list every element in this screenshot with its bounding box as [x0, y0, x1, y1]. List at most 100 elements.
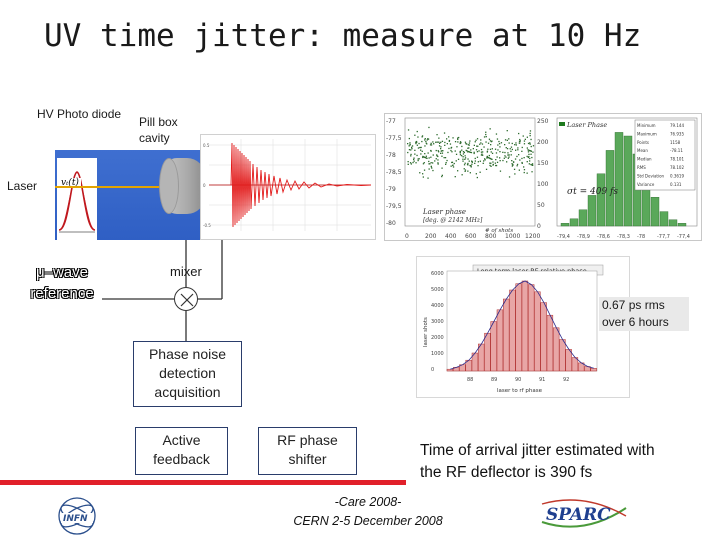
- scatter-point: [454, 176, 456, 178]
- scatter-point: [515, 142, 517, 144]
- scatter-point: [483, 136, 486, 138]
- scatter-point: [452, 137, 454, 139]
- scatter-point: [519, 140, 521, 142]
- pulse-panel: [57, 158, 97, 240]
- scatter-point: [428, 163, 430, 165]
- scatter-y-tick: -78: [386, 152, 396, 159]
- scatter-point: [526, 155, 528, 158]
- scatter-point: [495, 152, 498, 154]
- scatter-point: [515, 149, 517, 151]
- scatter-point: [455, 160, 457, 162]
- scatter-point: [508, 156, 510, 158]
- scatter-point: [530, 150, 532, 152]
- scatter-point: [441, 175, 443, 178]
- rms-note: 0.67 ps rms over 6 hours: [599, 297, 689, 331]
- scatter-point: [528, 149, 530, 151]
- hist-bar: [659, 211, 669, 227]
- stat-value: 78.102: [670, 165, 684, 170]
- scatter-point: [495, 164, 498, 167]
- scatter-point: [480, 142, 482, 144]
- scatter-point: [435, 158, 437, 160]
- scatter-point: [468, 147, 470, 149]
- scatter-point: [417, 147, 420, 149]
- scatter-point: [531, 171, 533, 173]
- scatter-point: [498, 143, 501, 145]
- scatter-point: [492, 161, 494, 163]
- histogram-bar: [496, 309, 504, 372]
- scatter-point: [481, 143, 484, 145]
- scatter-point: [432, 141, 434, 143]
- hist-y-tick: 0: [537, 223, 541, 230]
- scatter-point: [444, 141, 446, 144]
- scatter-point: [415, 140, 418, 143]
- scatter-point: [489, 164, 491, 167]
- arrival-jitter-text: Time of arrival jitter estimated with th…: [420, 442, 655, 481]
- scatter-point: [474, 141, 476, 143]
- scatter-point: [523, 171, 525, 174]
- scatter-point: [490, 162, 492, 164]
- scatter-point: [475, 173, 477, 175]
- scatter-point: [426, 139, 428, 141]
- scatter-point: [469, 172, 471, 174]
- scatter-point: [421, 136, 423, 138]
- scatter-point: [424, 153, 426, 155]
- svg-text:SPARC: SPARC: [546, 505, 611, 525]
- scatter-point: [464, 162, 466, 164]
- scatter-point: [511, 142, 513, 145]
- scatter-point: [417, 158, 419, 160]
- infn-logo: INFN: [52, 494, 102, 538]
- vt-label: vₜ(t): [59, 178, 81, 188]
- scatter-point: [441, 155, 443, 157]
- scatter-point: [464, 157, 467, 159]
- scatter-point: [517, 147, 519, 149]
- scatter-point: [419, 146, 421, 149]
- scatter-point: [467, 151, 469, 153]
- hist-y-tick: 150: [537, 160, 549, 167]
- scatter-point: [490, 165, 492, 167]
- scatter-point: [459, 152, 461, 154]
- scatter-point: [506, 148, 509, 150]
- scatter-point: [523, 169, 526, 171]
- scatter-point: [482, 154, 484, 156]
- scatter-point: [422, 163, 425, 165]
- svg-text:0.5: 0.5: [203, 143, 210, 148]
- scatter-point: [488, 154, 490, 157]
- stat-value: 79.144: [670, 123, 684, 128]
- scatter-point: [413, 158, 415, 161]
- scatter-point: [508, 138, 510, 140]
- histogram-bar: [559, 339, 566, 372]
- stat-name: Maximum: [637, 131, 657, 136]
- scatter-point: [422, 176, 424, 178]
- scatter-point: [527, 151, 530, 153]
- scatter-point: [436, 141, 438, 143]
- scatter-point: [503, 157, 505, 159]
- hist-legend: Laser Phase: [566, 121, 607, 129]
- scatter-point: [423, 156, 426, 158]
- scatter-point: [485, 141, 487, 143]
- scatter-point: [489, 128, 491, 130]
- svg-text:INFN: INFN: [63, 514, 88, 524]
- scatter-point: [451, 151, 453, 153]
- scatter-point: [489, 162, 491, 164]
- scatter-point: [421, 150, 423, 152]
- hist-x-tick: -78,9: [577, 234, 590, 240]
- scatter-point: [505, 156, 507, 158]
- scatter-point: [490, 158, 492, 160]
- scatter-point: [485, 136, 487, 138]
- scatter-point: [530, 145, 532, 148]
- setup-diagram: vₜ(t): [55, 150, 205, 240]
- scatter-point: [467, 164, 469, 166]
- scatter-point: [457, 141, 459, 143]
- scatter-x-tick: 600: [465, 233, 477, 240]
- scatter-point: [523, 140, 526, 142]
- scatter-point: [530, 138, 532, 141]
- scatter-point: [462, 156, 464, 158]
- scatter-point: [435, 149, 437, 152]
- scatter-point: [491, 158, 493, 160]
- hist-bar: [668, 219, 678, 227]
- scatter-point: [518, 169, 520, 171]
- scatter-point: [440, 148, 442, 150]
- hist-x-tick: -79,4: [557, 234, 570, 240]
- stat-value: -78.11: [670, 148, 683, 153]
- scatter-x-tick: 200: [425, 233, 437, 240]
